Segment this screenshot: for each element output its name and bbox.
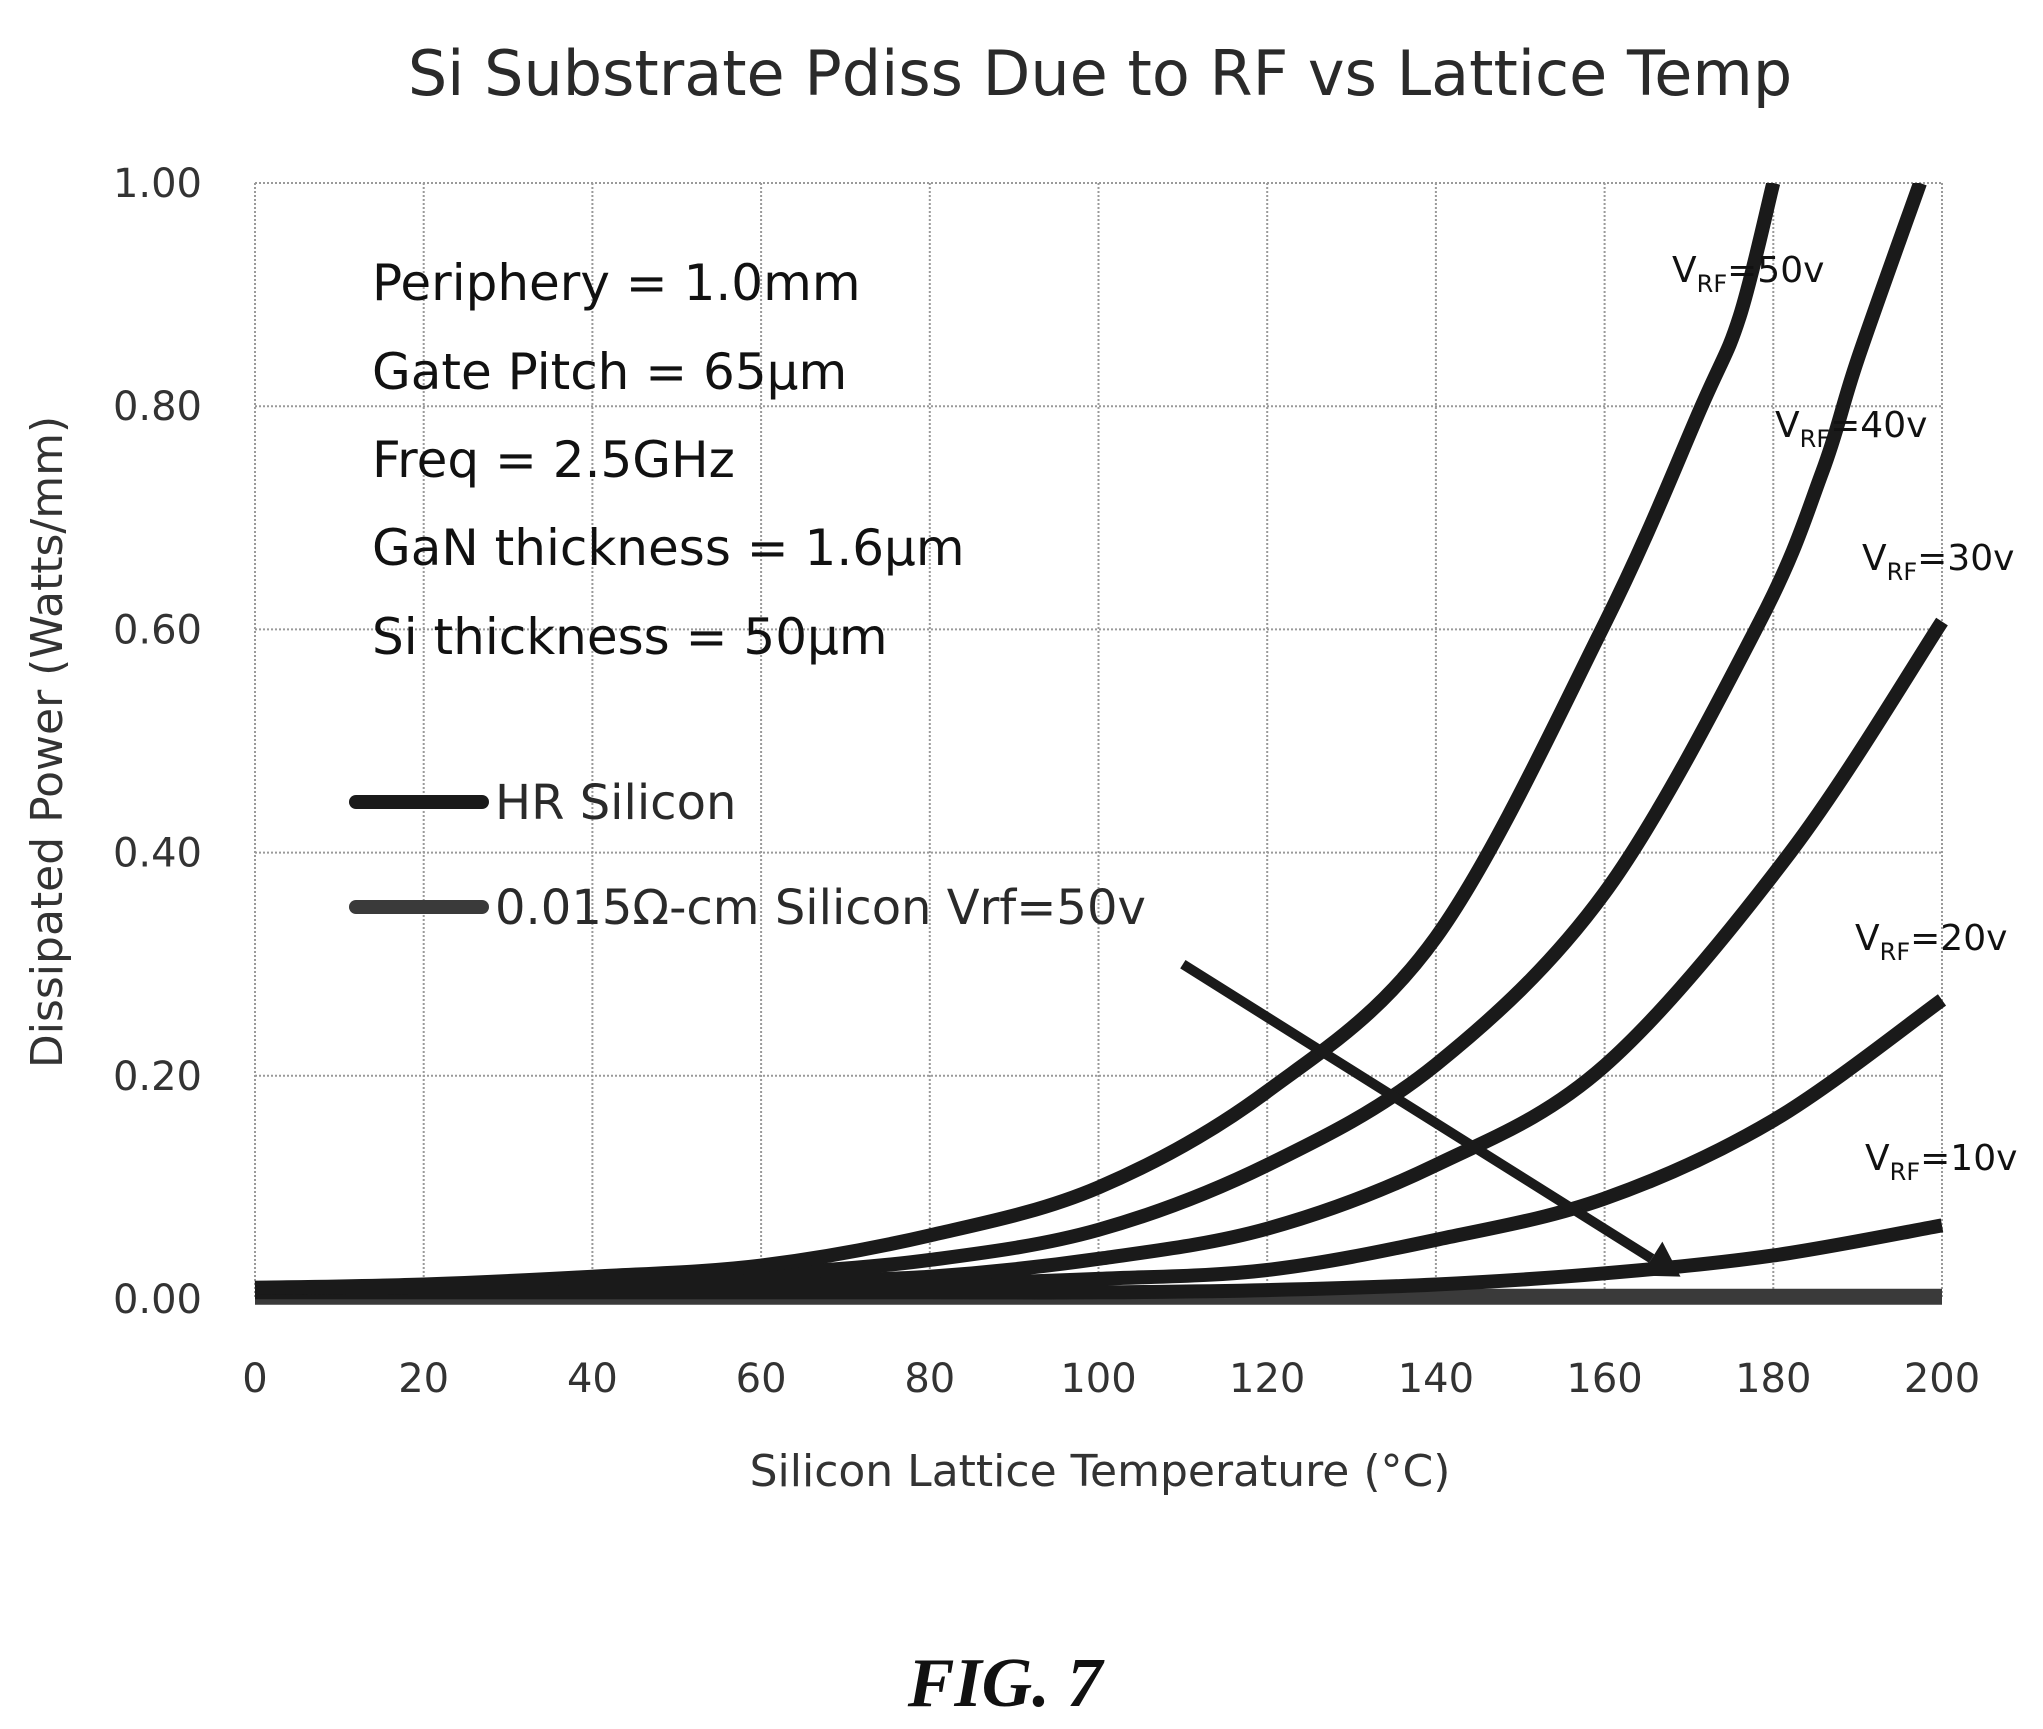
x-tick-label: 60 bbox=[736, 1356, 787, 1402]
x-tick-label: 40 bbox=[567, 1356, 618, 1402]
x-tick-label: 120 bbox=[1229, 1356, 1305, 1402]
curve-labels: VRF=50v VRF=40v VRF=30v VRF=20v VRF=10v bbox=[1672, 250, 2017, 1186]
curve-label-value: =30v bbox=[1917, 538, 2014, 579]
curve-label-main: V bbox=[1855, 918, 1880, 959]
curve-label-vrf-30v: VRF=30v bbox=[1862, 538, 2014, 586]
x-tick-labels: 0 20 40 60 80 100 120 140 160 180 200 bbox=[242, 1356, 1980, 1402]
annotation-periphery: Periphery = 1.0mm bbox=[372, 254, 861, 312]
legend-label-low-resistivity-silicon: 0.015Ω-cm Silicon Vrf=50v bbox=[495, 880, 1146, 936]
y-tick-label: 0.80 bbox=[113, 384, 202, 430]
curve-label-vrf-20v: VRF=20v bbox=[1855, 918, 2007, 966]
curve-label-value: =40v bbox=[1830, 405, 1927, 446]
curve-label-main: V bbox=[1672, 250, 1697, 291]
figure-caption: FIG. 7 bbox=[907, 1645, 1105, 1722]
curve-label-value: =50v bbox=[1727, 250, 1824, 291]
curve-label-subscript: RF bbox=[1887, 558, 1917, 586]
x-tick-label: 0 bbox=[242, 1356, 267, 1402]
arrow-shaft bbox=[1180, 959, 1655, 1263]
y-tick-label: 0.20 bbox=[113, 1054, 202, 1100]
series-lines bbox=[254, 183, 1948, 1305]
y-tick-labels: 0.00 0.20 0.40 0.60 0.80 1.00 bbox=[113, 161, 202, 1323]
annotation-gate-pitch: Gate Pitch = 65µm bbox=[372, 343, 847, 401]
curve-label-subscript: RF bbox=[1880, 938, 1910, 966]
x-tick-label: 140 bbox=[1398, 1356, 1474, 1402]
y-tick-label: 1.00 bbox=[113, 161, 202, 207]
x-tick-label: 200 bbox=[1904, 1356, 1980, 1402]
y-tick-label: 0.60 bbox=[113, 607, 202, 653]
legend-label-hr-silicon: HR Silicon bbox=[495, 775, 736, 831]
x-tick-label: 80 bbox=[904, 1356, 955, 1402]
curve-label-main: V bbox=[1862, 538, 1887, 579]
curve-label-vrf-50v: VRF=50v bbox=[1672, 250, 1824, 298]
curve-label-vrf-40v: VRF=40v bbox=[1775, 405, 1927, 453]
annotation-si-thickness: Si thickness = 50µm bbox=[372, 608, 888, 666]
y-tick-label: 0.40 bbox=[113, 831, 202, 877]
x-axis-title: Silicon Lattice Temperature (°C) bbox=[750, 1446, 1451, 1497]
curve-label-subscript: RF bbox=[1800, 425, 1830, 453]
x-tick-label: 180 bbox=[1735, 1356, 1811, 1402]
x-tick-label: 20 bbox=[398, 1356, 449, 1402]
annotation-freq: Freq = 2.5GHz bbox=[372, 431, 735, 489]
curve-label-value: =10v bbox=[1920, 1138, 2017, 1179]
curve-label-value: =20v bbox=[1910, 918, 2007, 959]
x-tick-label: 100 bbox=[1060, 1356, 1136, 1402]
x-tick-label: 160 bbox=[1566, 1356, 1642, 1402]
parameter-annotations: Periphery = 1.0mm Gate Pitch = 65µm Freq… bbox=[372, 254, 965, 666]
y-axis-title: Dissipated Power (Watts/mm) bbox=[22, 416, 73, 1068]
y-tick-label: 0.00 bbox=[113, 1277, 202, 1323]
curve-label-subscript: RF bbox=[1697, 270, 1727, 298]
curve-label-subscript: RF bbox=[1890, 1158, 1920, 1186]
curve-label-main: V bbox=[1775, 405, 1800, 446]
curve-label-main: V bbox=[1865, 1138, 1890, 1179]
curve-label-vrf-10v: VRF=10v bbox=[1865, 1138, 2017, 1186]
legend: HR Silicon 0.015Ω-cm Silicon Vrf=50v bbox=[349, 775, 1146, 936]
chart-title: Si Substrate Pdiss Due to RF vs Lattice … bbox=[408, 37, 1792, 110]
arrow-head bbox=[1641, 1241, 1681, 1277]
series-line-hr-silicon-vrf-50v bbox=[254, 183, 1781, 1295]
annotation-gan-thickness: GaN thickness = 1.6µm bbox=[372, 519, 965, 577]
annotation-arrow bbox=[1180, 959, 1681, 1277]
